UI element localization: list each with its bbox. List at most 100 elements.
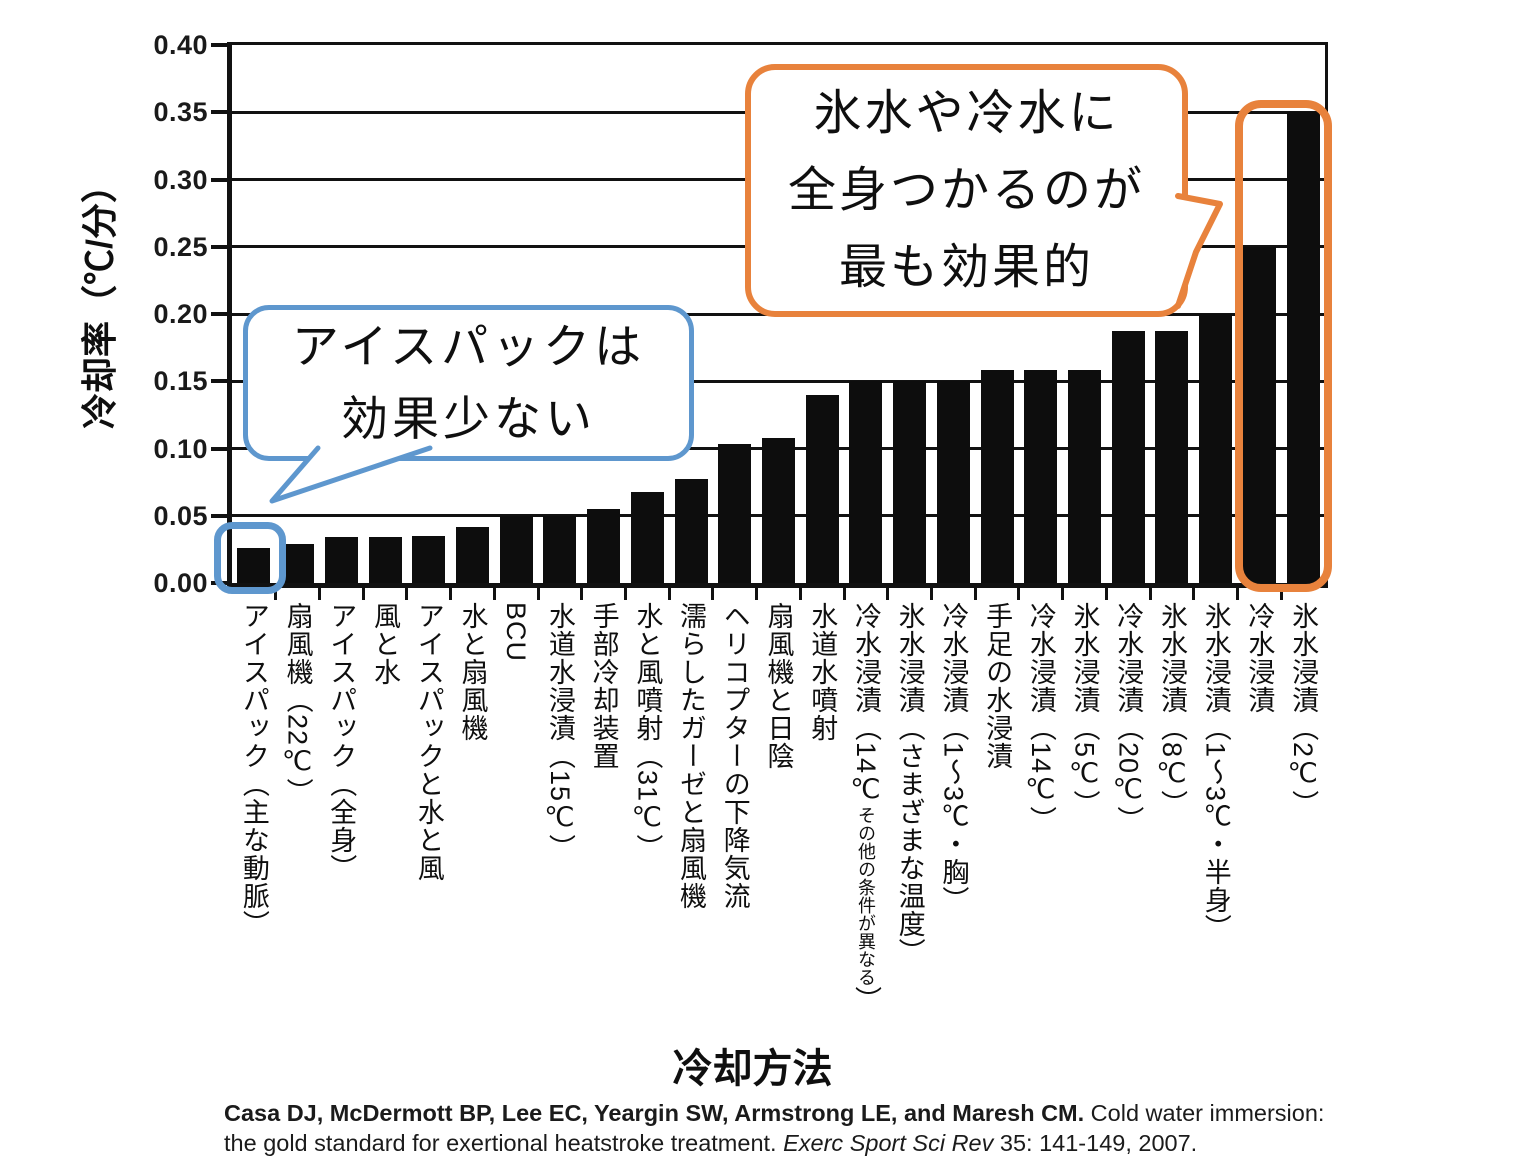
- x-axis-tick: [886, 588, 890, 600]
- y-axis-tick: [211, 312, 227, 316]
- citation-issue: 35: 141-149, 2007.: [993, 1129, 1198, 1156]
- x-category-label: 風と水: [370, 602, 401, 686]
- x-category-label-text: 氷水浸漬（2℃）: [1288, 602, 1319, 819]
- bar: [412, 535, 446, 583]
- x-category-label: 扇風機（22℃）: [283, 602, 313, 806]
- x-category-label-note: その他の条件が異なる: [855, 806, 876, 987]
- y-tick-label: 0.10: [153, 433, 208, 464]
- x-axis-tick: [623, 588, 627, 600]
- x-category-label-text: ）: [850, 986, 881, 1015]
- bar: [718, 444, 752, 583]
- x-axis-tick: [930, 588, 934, 600]
- bar: [936, 381, 970, 583]
- immersion-callout-line: 最も効果的: [838, 241, 1094, 294]
- y-axis-tick: [211, 379, 227, 384]
- x-category-label: BCU: [501, 602, 532, 663]
- y-axis-tick: [211, 177, 227, 182]
- x-category-label-text: 手足の水浸漬: [982, 602, 1013, 770]
- x-category-label-text: 氷水浸漬（8℃）: [1156, 602, 1187, 819]
- bar: [762, 437, 795, 583]
- y-tick-label: 0.30: [153, 164, 208, 195]
- x-category-label: 氷水浸漬（8℃）: [1156, 602, 1187, 819]
- bar: [543, 515, 577, 583]
- x-category-label: 手部冷却装置: [588, 602, 619, 770]
- x-axis-tick: [536, 588, 540, 600]
- x-category-label-text: 冷水浸漬（1～3℃・胸）: [938, 602, 969, 915]
- x-axis-tick: [492, 588, 496, 600]
- x-category-label: 水道水噴射: [807, 602, 838, 742]
- x-category-label: 氷水浸漬（さまざまな温度）: [894, 602, 925, 966]
- bar: [237, 548, 271, 583]
- immersion-callout-line: 氷水や冷水に: [813, 87, 1120, 140]
- x-category-label-text: 水と風噴射（31℃）: [632, 602, 663, 863]
- x-category-label-text: 水道水浸漬（15℃）: [544, 602, 575, 863]
- x-axis-tick: [667, 588, 671, 600]
- x-category-label: アイスパックと水と風: [414, 602, 444, 882]
- ice-pack-callout-line: アイスパックは: [291, 320, 646, 373]
- y-tick-label: 0.20: [153, 299, 208, 329]
- bar: [893, 381, 927, 583]
- citation-title: Cold water immersion: the gold standard …: [224, 1100, 1325, 1156]
- x-category-label-text: 風と水: [370, 602, 401, 686]
- y-tick-label: 0.15: [153, 366, 208, 397]
- bar: [1024, 370, 1058, 583]
- x-axis-title: 冷却方法: [672, 1047, 833, 1091]
- x-category-label-text: 氷水浸漬（5℃）: [1069, 602, 1100, 819]
- x-category-label-text: アイスパック（全身）: [326, 602, 357, 882]
- x-category-label-text: 冷水浸漬: [1244, 602, 1275, 714]
- y-tick-label: 0.35: [153, 97, 208, 128]
- y-tick-label: 0.40: [153, 30, 208, 60]
- x-category-label: 冷水浸漬: [1244, 602, 1275, 714]
- x-axis-tick: [449, 588, 453, 600]
- citation-journal: Exerc Sport Sci Rev: [783, 1129, 994, 1156]
- x-category-label: ヘリコプターの下降気流: [719, 602, 750, 910]
- x-category-label: 冷水浸漬（14℃）: [1026, 602, 1056, 834]
- y-axis-tick: [211, 446, 227, 451]
- x-category-label: 扇風機と日陰: [764, 602, 794, 770]
- x-category-label: 水道水浸漬（15℃）: [544, 602, 575, 863]
- immersion-highlight-box: [1235, 100, 1332, 592]
- bar: [455, 526, 489, 583]
- x-category-label-text: 冷水浸漬（20℃）: [1113, 602, 1144, 835]
- x-axis-tick: [798, 588, 802, 600]
- bar: [1199, 314, 1233, 583]
- x-category-label: 氷水浸漬（2℃）: [1288, 602, 1319, 819]
- bar: [324, 537, 358, 583]
- x-axis-tick: [1279, 588, 1283, 600]
- y-axis-tick: [211, 513, 227, 518]
- bar: [499, 515, 533, 583]
- immersion-callout-line: 全身つかるのが: [787, 164, 1145, 217]
- y-tick-label: 0.00: [153, 568, 208, 598]
- ice-pack-callout-line: 効果少ない: [341, 392, 596, 445]
- x-category-label-text: 水道水噴射: [807, 602, 838, 742]
- bar: [805, 394, 839, 583]
- x-category-label: 手足の水浸漬: [982, 602, 1013, 770]
- x-axis-tick: [1017, 588, 1021, 600]
- bar: [1111, 331, 1145, 583]
- x-axis-tick: [1236, 588, 1240, 600]
- x-axis-tick: [405, 588, 409, 600]
- x-axis-tick: [317, 588, 321, 600]
- y-axis-tick: [211, 244, 227, 249]
- x-category-label-text: ヘリコプターの下降気流: [719, 602, 750, 910]
- x-axis-tick: [842, 588, 846, 600]
- bar: [368, 537, 402, 583]
- x-category-label-text: BCU: [501, 602, 532, 663]
- x-category-label-text: 氷水浸漬（さまざまな温度）: [894, 602, 925, 966]
- x-category-label: 冷水浸漬（14℃その他の条件が異なる）: [850, 602, 881, 1015]
- x-category-label: 氷水浸漬（1～3℃・半身）: [1201, 602, 1231, 942]
- x-category-label-text: アイスパック（主な動脈）: [238, 602, 269, 938]
- gridline: [232, 379, 1325, 383]
- bar: [1155, 331, 1189, 583]
- bar: [1286, 112, 1320, 583]
- ice-pack-highlight-box: [214, 522, 286, 594]
- x-axis-tick: [755, 588, 759, 600]
- citation: Casa DJ, McDermott BP, Lee EC, Yeargin S…: [224, 1099, 1328, 1158]
- y-axis-tick: [211, 43, 227, 47]
- x-category-label: 水と扇風機: [457, 602, 487, 742]
- bar: [587, 509, 621, 583]
- x-axis-tick: [973, 588, 977, 600]
- x-category-label: アイスパック（主な動脈）: [238, 602, 269, 938]
- x-category-label-text: 手部冷却装置: [588, 602, 619, 770]
